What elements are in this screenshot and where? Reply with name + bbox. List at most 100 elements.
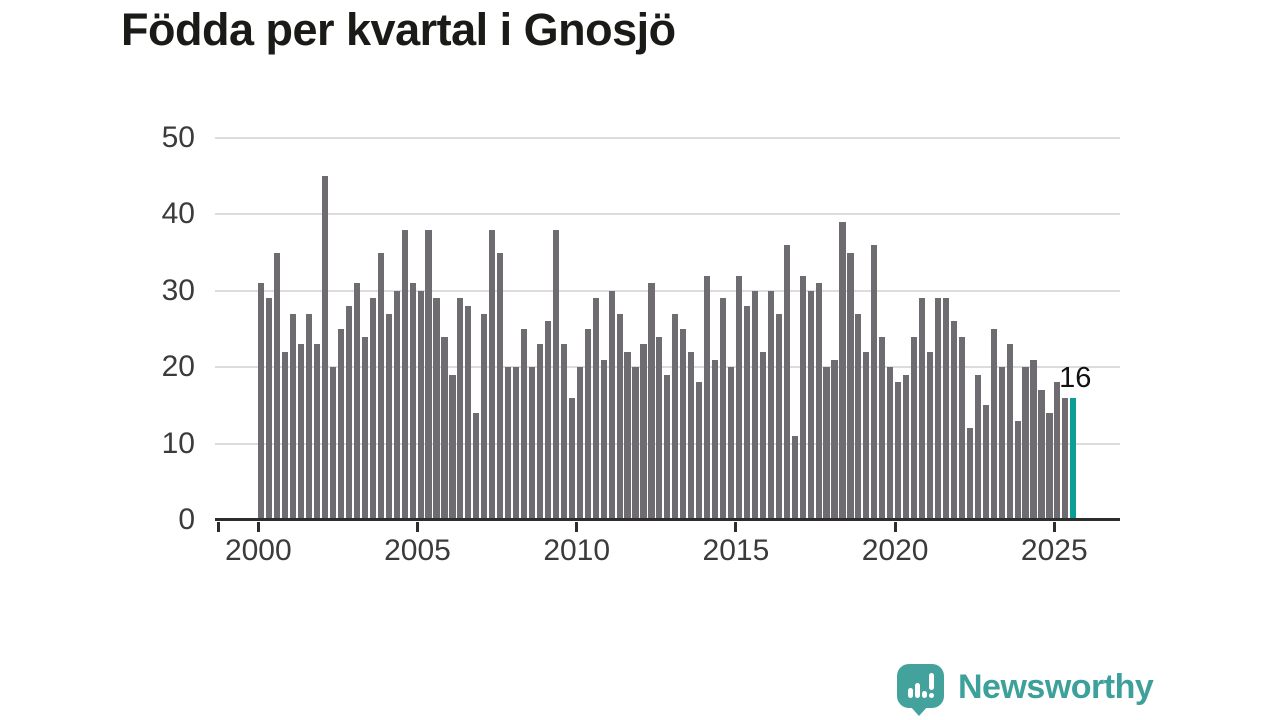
bar (903, 374, 910, 520)
bar (911, 336, 918, 520)
bar (640, 344, 647, 520)
bar (767, 290, 774, 520)
x-axis-tick-2025 (1052, 522, 1056, 532)
y-axis-label-10: 10 (161, 426, 195, 460)
bar (1014, 420, 1021, 520)
x-axis-label-2010: 2010 (543, 534, 611, 567)
bar (544, 321, 552, 520)
x-axis-tick-2010 (575, 522, 579, 532)
bar (314, 344, 321, 520)
x-axis-line (215, 518, 1120, 521)
x-axis-label-2020: 2020 (861, 534, 929, 567)
x-axis-label-2015: 2015 (702, 534, 770, 567)
gridline-40 (215, 213, 1120, 216)
bar (879, 336, 886, 520)
bar (425, 229, 432, 520)
bar (743, 306, 751, 520)
bar (337, 329, 345, 520)
bar (934, 298, 942, 520)
bar (600, 359, 607, 520)
y-axis-label-50: 50 (161, 121, 195, 154)
x-axis-label-2005: 2005 (384, 534, 451, 567)
bar (704, 275, 711, 520)
bar (497, 252, 504, 520)
bar (648, 283, 655, 520)
bar (823, 367, 830, 520)
bar (918, 298, 926, 520)
bar (592, 298, 599, 520)
bar (719, 298, 727, 520)
bar (847, 252, 854, 520)
bar (680, 329, 687, 520)
bar (998, 367, 1005, 520)
newsworthy-logo: Newsworthy (897, 664, 1154, 716)
bar (942, 298, 950, 520)
bar (831, 359, 838, 520)
bar (266, 298, 273, 520)
bar (688, 351, 695, 520)
bar (417, 290, 424, 520)
x-axis-tick-2005 (416, 522, 419, 532)
bar (966, 428, 973, 520)
bar (974, 374, 981, 520)
bar (855, 313, 862, 520)
bar (258, 283, 265, 520)
bar (290, 313, 297, 520)
axis-edge-tick (217, 522, 220, 532)
bar (751, 290, 758, 520)
bar (656, 336, 663, 520)
bar (926, 351, 934, 520)
bar (329, 367, 337, 520)
y-axis-label-0: 0 (178, 503, 195, 536)
bar (353, 283, 360, 520)
bar (473, 413, 480, 520)
bar (1062, 397, 1069, 520)
bar (552, 229, 559, 520)
bar (672, 313, 679, 520)
y-axis-label-30: 30 (161, 273, 195, 307)
x-axis-label-2025: 2025 (1020, 534, 1088, 567)
bar (791, 435, 798, 520)
bar (887, 367, 894, 520)
gridline-30 (215, 289, 1120, 292)
bar (958, 336, 965, 520)
bar (990, 329, 997, 520)
bar (783, 244, 790, 520)
bar (624, 351, 631, 520)
bar (799, 275, 806, 520)
bar (393, 290, 400, 520)
bar (839, 222, 846, 520)
bar (528, 367, 536, 520)
bar (345, 306, 353, 520)
bar (871, 244, 878, 520)
bar (807, 290, 814, 520)
bar-highlighted (1070, 397, 1077, 520)
bar (306, 313, 313, 520)
bar (505, 367, 512, 520)
y-axis-label-20: 20 (161, 350, 195, 384)
bar (1006, 344, 1013, 520)
bar (568, 397, 575, 520)
bar (274, 252, 281, 520)
bar (361, 336, 368, 520)
bar (385, 313, 392, 520)
bar (1030, 359, 1037, 520)
bar (520, 329, 528, 520)
bar (536, 344, 544, 520)
newsworthy-bubble-bar-chart-icon (897, 664, 944, 716)
newsworthy-logo-text: Newsworthy (958, 668, 1154, 706)
bar (369, 298, 376, 520)
bar (584, 329, 591, 520)
plot-area: 0 10 20 30 40 50 2000 2005 2010 2015 2020 2025 16 (162, 123, 1120, 567)
gridline-50 (215, 137, 1120, 139)
bar (608, 290, 615, 520)
bar (449, 374, 456, 520)
bar (982, 405, 989, 520)
bar (895, 382, 902, 520)
bar (465, 306, 472, 520)
bar (735, 275, 743, 520)
bar (576, 367, 583, 520)
bar (489, 229, 496, 520)
bar (696, 382, 703, 520)
